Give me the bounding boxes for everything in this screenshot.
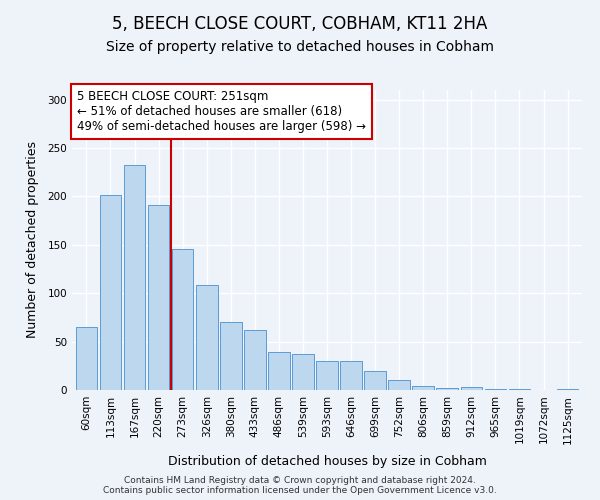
Bar: [124, 164, 145, 390]
Bar: [340, 361, 362, 390]
Bar: [364, 370, 386, 390]
Bar: [172, 248, 193, 390]
Bar: [509, 389, 530, 390]
Y-axis label: Number of detached properties: Number of detached properties: [26, 142, 39, 338]
Text: 5 BEECH CLOSE COURT: 251sqm
← 51% of detached houses are smaller (618)
49% of se: 5 BEECH CLOSE COURT: 251sqm ← 51% of det…: [77, 90, 366, 133]
Bar: [436, 388, 458, 390]
Bar: [244, 330, 266, 390]
Text: Contains HM Land Registry data © Crown copyright and database right 2024.
Contai: Contains HM Land Registry data © Crown c…: [103, 476, 497, 495]
Bar: [388, 380, 410, 390]
Text: Size of property relative to detached houses in Cobham: Size of property relative to detached ho…: [106, 40, 494, 54]
Bar: [485, 389, 506, 390]
Bar: [268, 352, 290, 390]
Text: 5, BEECH CLOSE COURT, COBHAM, KT11 2HA: 5, BEECH CLOSE COURT, COBHAM, KT11 2HA: [112, 15, 488, 33]
Bar: [316, 361, 338, 390]
X-axis label: Distribution of detached houses by size in Cobham: Distribution of detached houses by size …: [167, 454, 487, 468]
Bar: [220, 322, 242, 390]
Bar: [412, 386, 434, 390]
Bar: [100, 196, 121, 390]
Bar: [557, 389, 578, 390]
Bar: [76, 327, 97, 390]
Bar: [148, 205, 169, 390]
Bar: [196, 286, 218, 390]
Bar: [461, 387, 482, 390]
Bar: [292, 354, 314, 390]
